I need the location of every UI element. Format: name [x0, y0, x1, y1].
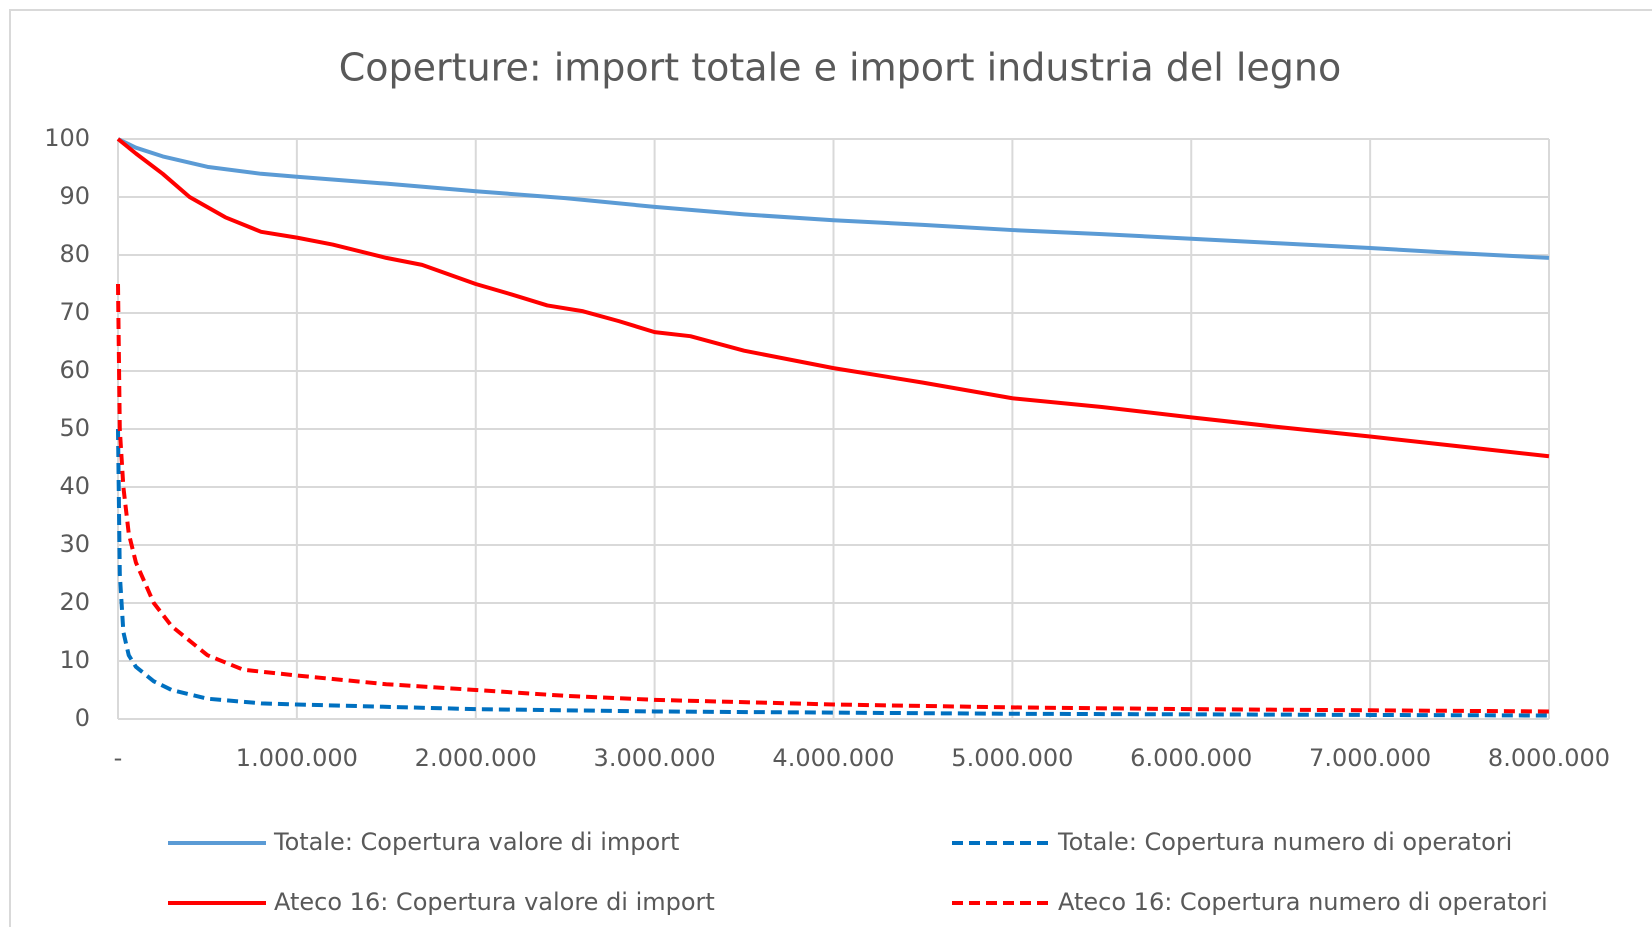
legend-label: Totale: Copertura numero di operatori — [1057, 828, 1512, 856]
y-tick-label: 0 — [75, 704, 90, 732]
legend-label: Ateco 16: Copertura numero di operatori — [1058, 888, 1548, 916]
x-tick-label: 8.000.000 — [1488, 744, 1610, 772]
x-tick-label: 6.000.000 — [1130, 744, 1252, 772]
x-tick-label: 7.000.000 — [1309, 744, 1431, 772]
x-tick-label: 3.000.000 — [594, 744, 716, 772]
y-tick-label: 70 — [59, 298, 90, 326]
chart-title: Coperture: import totale e import indust… — [339, 46, 1341, 90]
y-tick-label: 40 — [59, 472, 90, 500]
y-tick-label: 100 — [44, 124, 90, 152]
y-tick-label: 30 — [59, 530, 90, 558]
line-series — [116, 283, 1550, 714]
line-series — [117, 137, 1550, 260]
y-tick-label: 10 — [59, 646, 90, 674]
y-tick-label: 20 — [59, 588, 90, 616]
legend-label: Ateco 16: Copertura valore di import — [274, 888, 715, 916]
y-tick-label: 50 — [59, 414, 90, 442]
x-tick-label: 1.000.000 — [236, 744, 358, 772]
chart-frame — [9, 9, 1652, 927]
y-tick-label: 90 — [59, 182, 90, 210]
line-series — [116, 428, 1550, 718]
y-tick-label: 80 — [59, 240, 90, 268]
line-series — [116, 137, 1550, 459]
x-tick-label: 5.000.000 — [951, 744, 1073, 772]
y-tick-label: 60 — [59, 356, 90, 384]
x-tick-label: - — [114, 744, 123, 772]
x-tick-label: 4.000.000 — [772, 744, 894, 772]
legend-label: Totale: Copertura valore di import — [273, 828, 679, 856]
x-tick-label: 2.000.000 — [415, 744, 537, 772]
